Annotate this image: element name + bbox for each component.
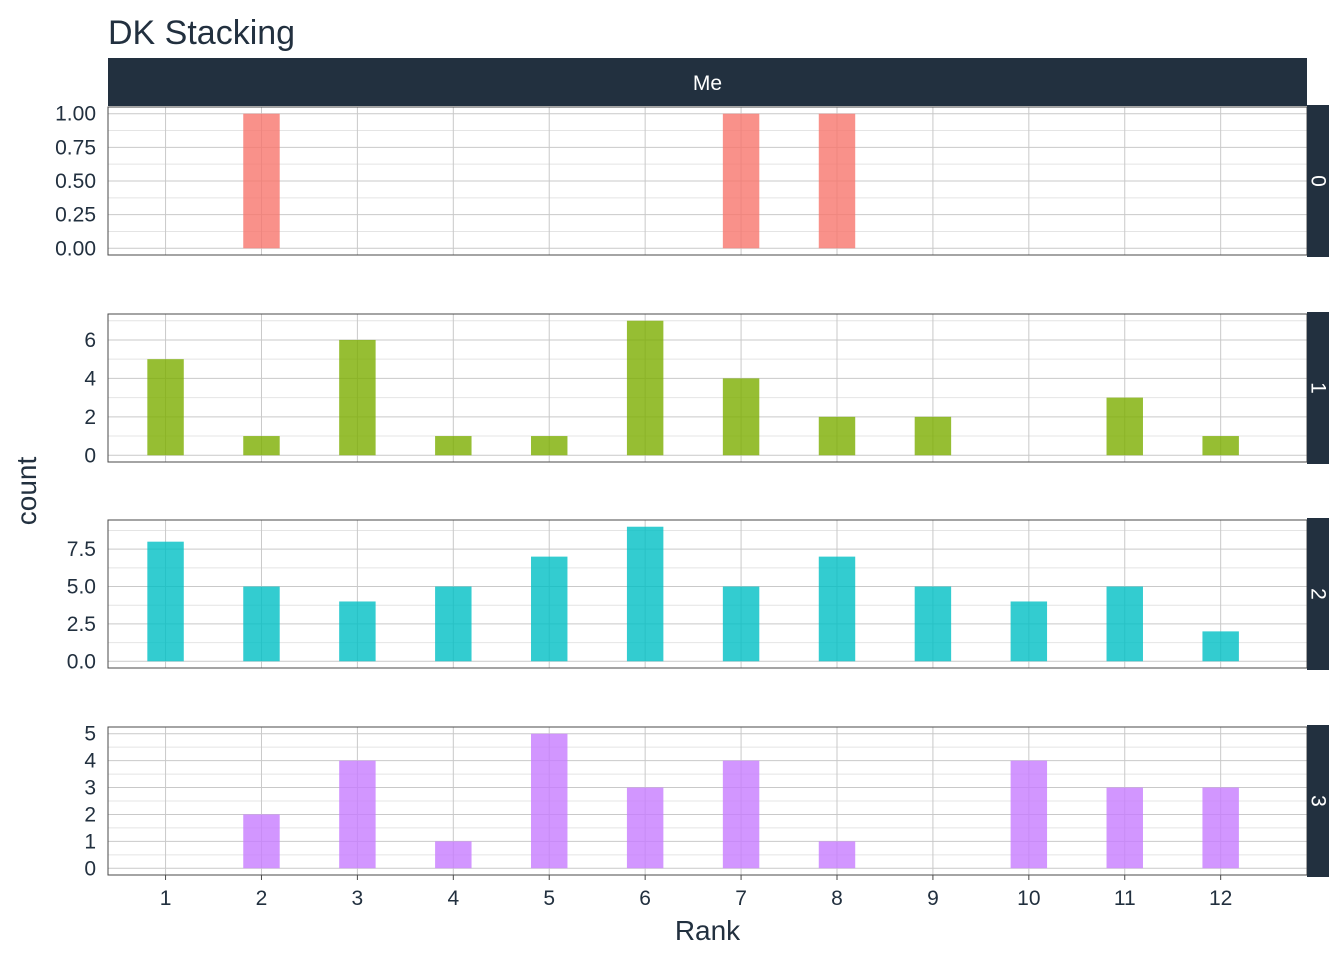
x-tick-label: 9 (927, 887, 939, 910)
x-axis: 1 2 3 4 5 6 7 8 9 10 11 12 (160, 875, 1232, 910)
bar-rank-4 (435, 841, 472, 869)
panel-1: 0 2 4 6 1 (84, 312, 1330, 467)
bar-rank-1 (147, 541, 184, 662)
bar-rank-8 (818, 841, 856, 869)
panel-0: 0.00 0.25 0.50 0.75 1.00 0 (55, 103, 1329, 261)
y-tick-label: 5 (84, 723, 96, 746)
bar-rank-3 (339, 601, 376, 662)
y-tick-label: 2 (84, 803, 96, 826)
row-strip-background (1307, 725, 1329, 877)
bar-rank-4 (435, 436, 472, 456)
bar-rank-12 (1202, 631, 1239, 662)
row-strip-background (1307, 312, 1329, 464)
panels-group: 0.000.250.500.751.000024610.02.55.07.520… (55, 103, 1329, 881)
x-tick-label: 7 (735, 887, 747, 910)
bar-rank-3 (339, 339, 376, 456)
y-tick-label: 0.25 (55, 204, 96, 227)
bar-rank-2 (243, 586, 280, 662)
y-tick-label: 0 (84, 857, 96, 880)
y-tick-label: 0.00 (55, 237, 96, 260)
x-tick-label: 6 (639, 887, 651, 910)
bar-rank-12 (1202, 436, 1239, 456)
chart-title: DK Stacking (108, 14, 295, 52)
x-tick-label: 8 (831, 887, 843, 910)
column-facet-strip: Me (108, 58, 1307, 106)
x-tick-label: 3 (352, 887, 364, 910)
y-tick-label: 2.5 (67, 613, 96, 636)
y-axis-label: count (11, 457, 42, 526)
bar-rank-7 (722, 378, 760, 456)
x-axis-label: Rank (675, 915, 741, 946)
bar-rank-2 (243, 814, 280, 869)
x-tick-label: 5 (543, 887, 555, 910)
bar-rank-9 (914, 416, 952, 456)
bar-rank-11 (1106, 787, 1143, 869)
y-tick-label: 4 (84, 750, 96, 773)
panel-3: 0 1 2 3 4 5 3 (84, 723, 1329, 881)
panel-2: 0.0 2.5 5.0 7.5 2 (67, 518, 1330, 673)
y-tick-label: 4 (84, 367, 96, 390)
column-strip-background (108, 58, 1307, 106)
x-tick-label: 4 (447, 887, 459, 910)
bar-rank-8 (818, 113, 856, 249)
row-strip-label: 2 (1307, 588, 1330, 600)
bar-rank-6 (626, 320, 664, 456)
bar-rank-8 (818, 416, 856, 456)
bar-rank-2 (243, 113, 280, 249)
bar-rank-6 (626, 526, 664, 662)
bar-rank-5 (531, 436, 568, 456)
y-tick-label: 0.50 (55, 170, 96, 193)
row-strip-background (1307, 105, 1329, 257)
x-tick-label: 10 (1017, 887, 1040, 910)
x-tick-label: 1 (160, 887, 172, 910)
y-tick-label: 0.75 (55, 136, 96, 159)
bar-rank-10 (1010, 760, 1048, 869)
y-tick-label: 6 (84, 329, 96, 352)
bar-rank-11 (1106, 586, 1143, 662)
bar-rank-3 (339, 760, 376, 869)
y-tick-label: 0 (84, 444, 96, 467)
bar-rank-4 (435, 586, 472, 662)
bar-rank-2 (243, 436, 280, 456)
x-tick-label: 11 (1114, 887, 1136, 910)
row-strip-label: 0 (1307, 175, 1330, 187)
bar-rank-11 (1106, 397, 1143, 456)
y-tick-label: 2 (84, 406, 96, 429)
bar-rank-5 (531, 556, 568, 662)
y-tick-label: 1.00 (55, 103, 96, 126)
x-tick-label: 2 (256, 887, 268, 910)
y-tick-label: 0.0 (67, 650, 96, 673)
y-tick-label: 1 (84, 830, 96, 853)
y-tick-label: 7.5 (67, 538, 96, 561)
bar-rank-8 (818, 556, 856, 662)
bar-rank-10 (1010, 601, 1048, 662)
bar-rank-7 (722, 760, 760, 869)
bar-rank-6 (626, 787, 664, 869)
bar-rank-12 (1202, 787, 1239, 869)
column-strip-label: Me (693, 72, 722, 95)
bar-rank-9 (914, 586, 952, 662)
row-strip-background (1307, 518, 1329, 670)
y-tick-label: 5.0 (67, 576, 96, 599)
y-tick-label: 3 (84, 777, 96, 800)
x-tick-label: 12 (1209, 887, 1232, 910)
row-strip-label: 3 (1307, 795, 1330, 807)
row-strip-label: 1 (1307, 382, 1330, 394)
bar-rank-1 (147, 359, 184, 456)
bar-rank-7 (722, 586, 760, 662)
bar-rank-7 (722, 113, 760, 249)
bar-rank-5 (531, 733, 568, 869)
